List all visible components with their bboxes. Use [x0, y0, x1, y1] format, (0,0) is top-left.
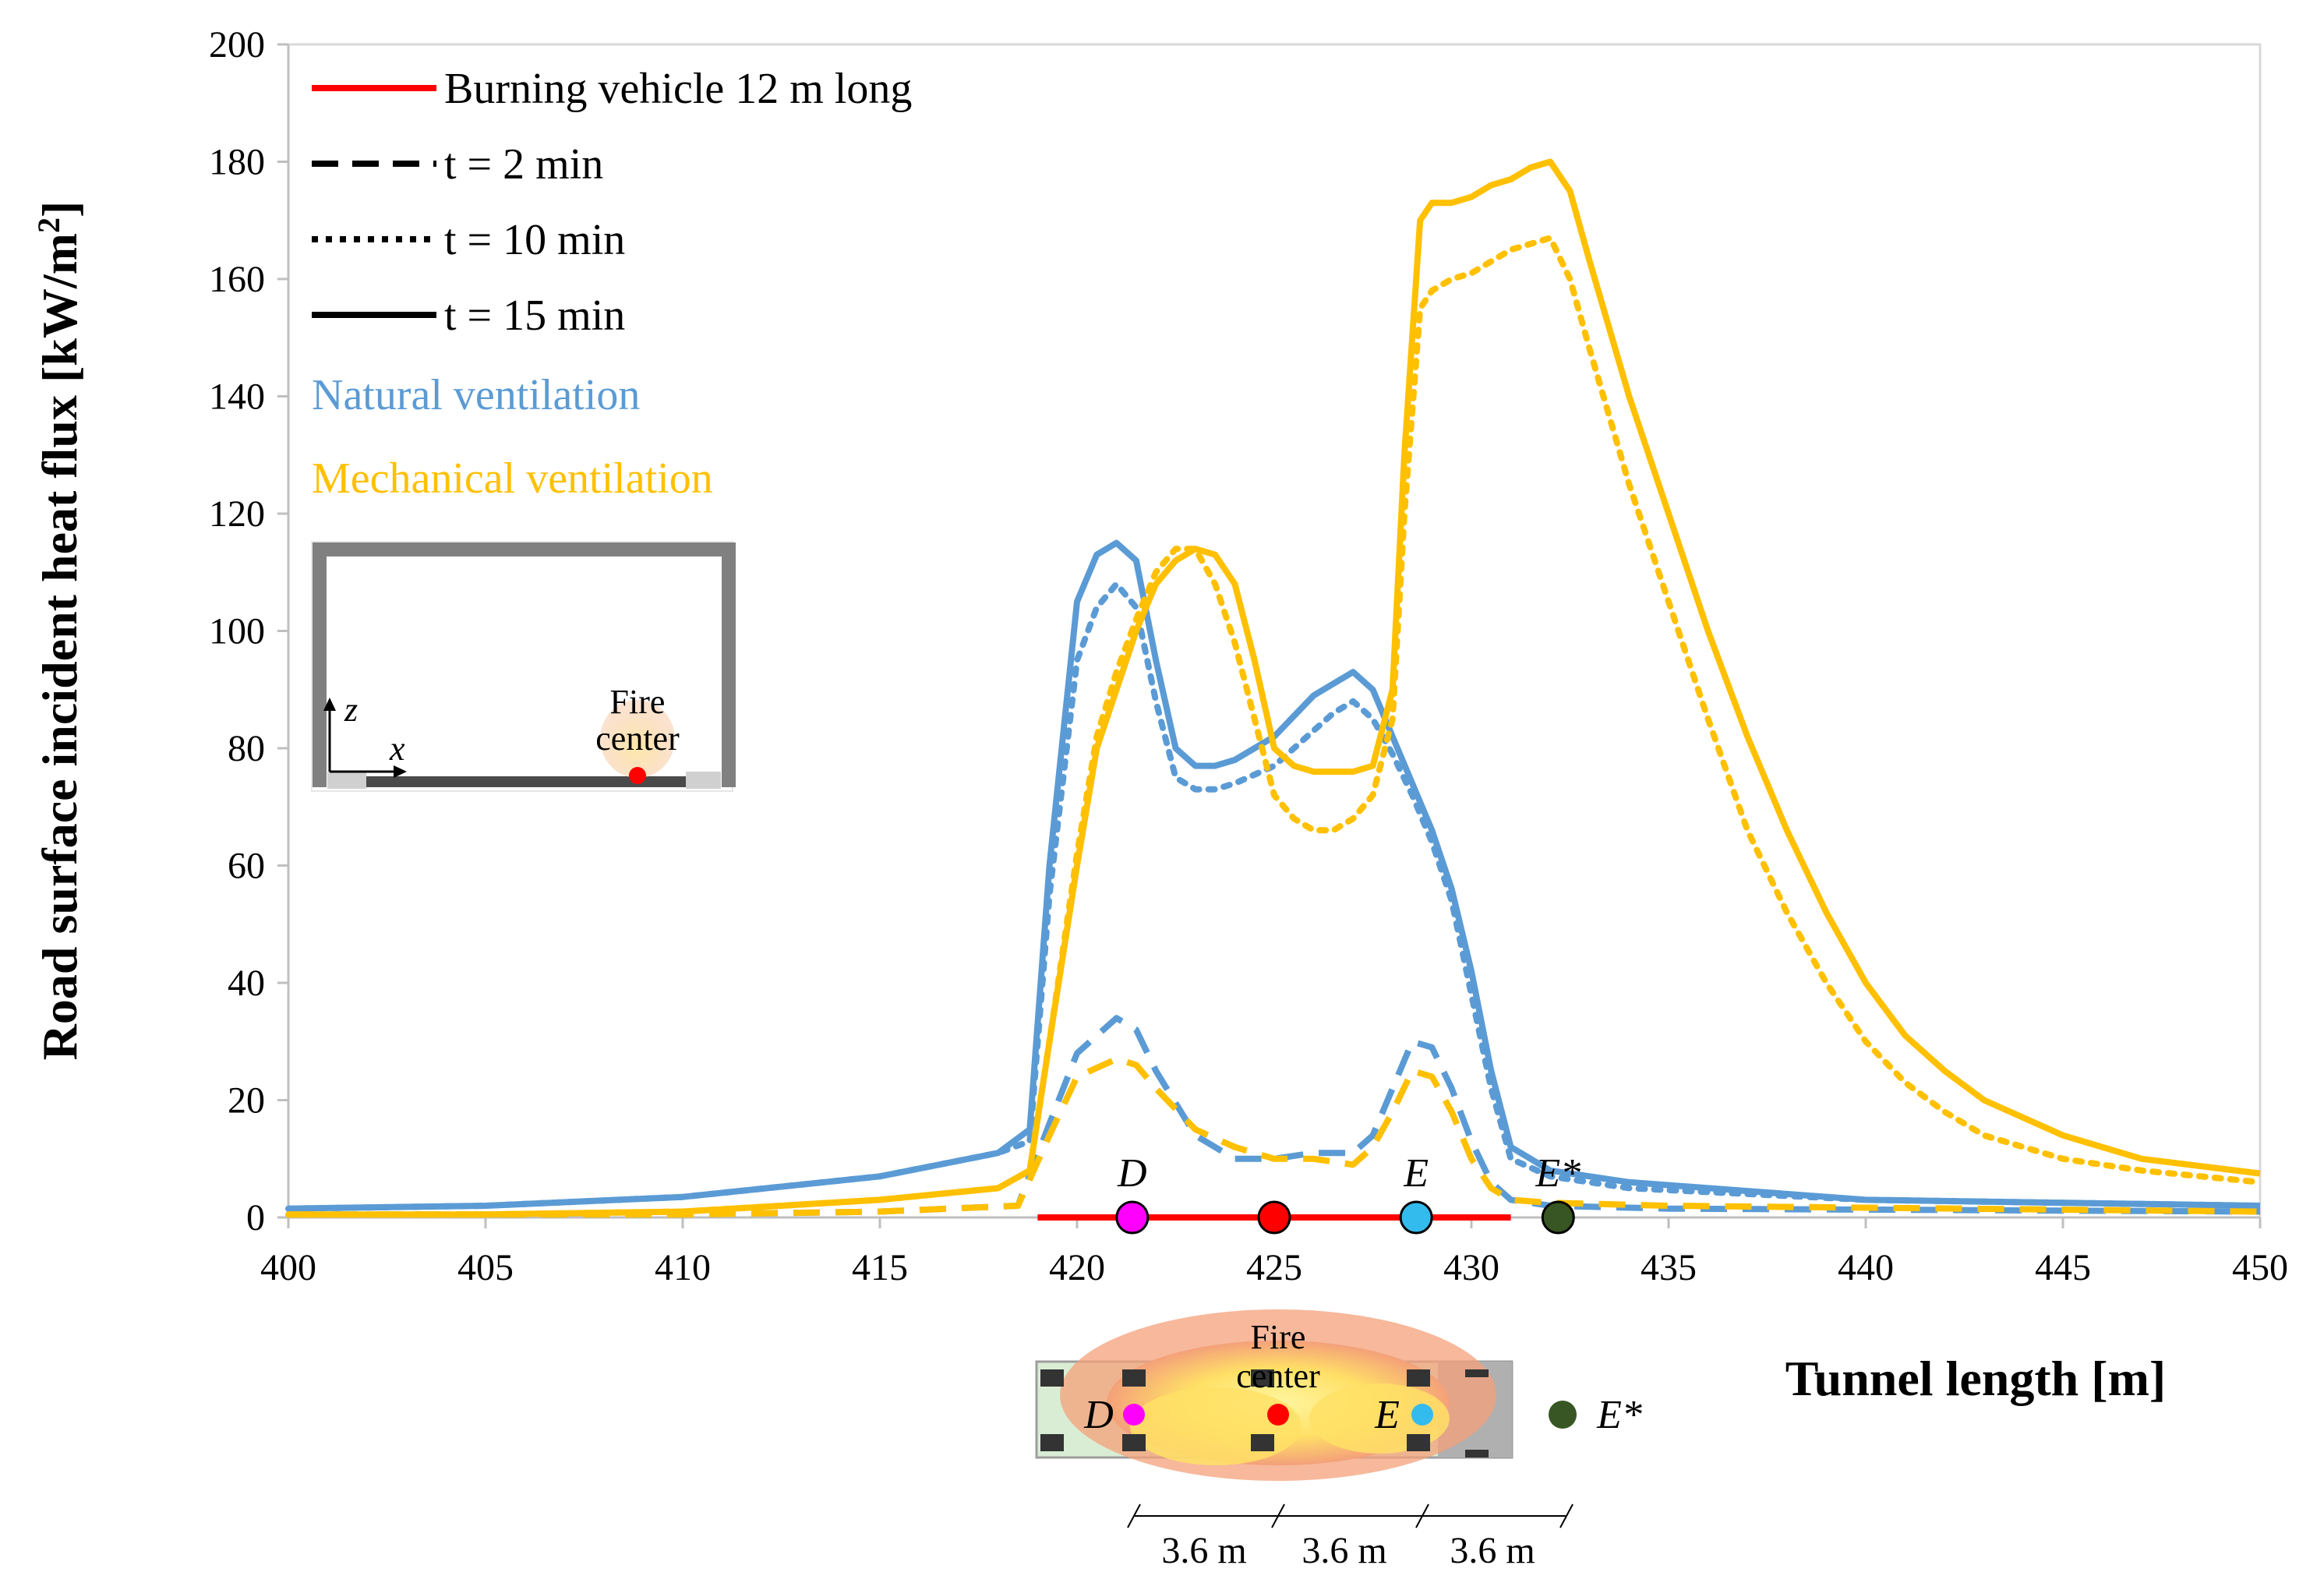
wheel-icon	[1040, 1434, 1064, 1451]
y-tick-label: 60	[228, 846, 265, 887]
flame-core-left-icon	[1130, 1387, 1302, 1465]
x-tick-label: 435	[1641, 1247, 1697, 1288]
diagram-fire-label-1: Fire	[1251, 1318, 1306, 1356]
inset-flame-icon	[600, 700, 675, 778]
inset-sidewalk-left	[327, 772, 366, 789]
inset-tunnel-wall	[313, 542, 736, 787]
inset-fire-label-1: Fire	[610, 683, 666, 721]
series-natural-t10	[285, 581, 2263, 1212]
point-Estar	[1541, 1200, 1575, 1235]
dimension-label-2: 3.6 m	[1302, 1530, 1386, 1571]
mirror-icon	[1465, 1450, 1489, 1458]
dimension-tick	[1271, 1503, 1285, 1528]
y-axis: 0 20 40 60 80 100 120 140 160 180 200	[209, 24, 290, 1238]
x-tick-label: 440	[1838, 1247, 1894, 1288]
y-tick-label: 160	[209, 259, 265, 300]
x-tick-label: 445	[2035, 1247, 2091, 1288]
wheel-icon	[1251, 1434, 1274, 1451]
markers-layer	[1037, 1200, 1575, 1235]
x-tick-label: 420	[1049, 1247, 1105, 1288]
dimension-tick	[1559, 1503, 1573, 1528]
legend-natural-label: Natural ventilation	[312, 371, 640, 419]
vehicle-fire-diagram: Fire center D E E* 3.6 m 3.6 m 3.6 m	[1035, 1309, 1642, 1571]
y-axis-title: Road surface incident heat flux [kW/m2]	[31, 201, 87, 1061]
legend-t2-label: t = 2 min	[444, 140, 603, 189]
series-mechanical-t2	[288, 1055, 2261, 1218]
diagram-point-Estar	[1549, 1401, 1577, 1429]
dimension-label-3: 3.6 m	[1450, 1530, 1535, 1571]
x-tick-label: 430	[1443, 1247, 1499, 1288]
dimension-tick	[1127, 1503, 1141, 1528]
diagram-label-Estar: E*	[1596, 1393, 1642, 1437]
inset-road	[366, 776, 686, 787]
y-tick-label: 180	[209, 142, 265, 183]
x-tick-label: 410	[655, 1247, 711, 1288]
diagram-label-D: D	[1083, 1393, 1114, 1437]
series-mechanical-t10	[285, 235, 2263, 1218]
y-tick-label: 20	[228, 1080, 265, 1122]
diagram-point-fire	[1267, 1404, 1289, 1426]
inset-x-arrow-icon	[394, 765, 407, 778]
wheel-icon	[1040, 1369, 1064, 1387]
inset-tunnel-diagram: Fire center z x	[311, 541, 736, 792]
point-E	[1399, 1200, 1433, 1235]
inset-z-label: z	[344, 691, 358, 729]
x-tick-label: 415	[852, 1247, 908, 1288]
x-tick-label: 450	[2232, 1247, 2288, 1288]
inset-fire-point	[629, 767, 646, 784]
inset-fire-label-2: center	[595, 719, 680, 758]
y-tick-label: 120	[209, 493, 265, 535]
diagram-label-E: E	[1374, 1393, 1400, 1437]
dimension-label-1: 3.6 m	[1161, 1530, 1246, 1571]
legend-t15-label: t = 15 min	[444, 292, 625, 340]
series-natural-t2	[288, 1015, 2261, 1218]
inset-z-arrow-icon	[323, 698, 336, 711]
x-tick-label: 400	[260, 1247, 316, 1288]
y-tick-label: 40	[228, 963, 265, 1004]
y-tick-label: 100	[209, 611, 265, 652]
diagram-point-E	[1411, 1404, 1433, 1426]
series-layer	[285, 158, 2263, 1218]
x-tick-label: 405	[457, 1247, 514, 1288]
diagram-point-D	[1123, 1404, 1145, 1426]
point-label-Estar: E*	[1535, 1151, 1581, 1196]
x-tick-label: 425	[1246, 1247, 1302, 1288]
point-label-E: E	[1403, 1151, 1429, 1196]
y-tick-label: 200	[209, 24, 265, 65]
legend-mechanical-label: Mechanical ventilation	[312, 454, 713, 503]
legend-vehicle-label: Burning vehicle 12 m long	[444, 65, 912, 113]
point-fire-center	[1257, 1200, 1291, 1235]
inset-x-label: x	[389, 730, 405, 768]
wheel-icon	[1407, 1434, 1430, 1451]
wheel-icon	[1122, 1369, 1146, 1387]
inset-sidewalk-right	[686, 772, 721, 789]
diagram-fire-label-2: center	[1236, 1357, 1320, 1395]
wheel-icon	[1122, 1434, 1146, 1451]
wheel-icon	[1407, 1369, 1430, 1387]
point-D	[1115, 1200, 1150, 1235]
mirror-icon	[1465, 1369, 1489, 1377]
dimension-tick	[1415, 1503, 1429, 1528]
y-tick-label: 0	[246, 1197, 265, 1238]
y-tick-label: 140	[209, 376, 265, 418]
y-tick-label: 80	[228, 728, 265, 769]
legend-t10-label: t = 10 min	[444, 216, 625, 264]
legend: Burning vehicle 12 m long t = 2 min t = …	[312, 65, 912, 503]
point-label-D: D	[1117, 1151, 1147, 1196]
x-axis-title: Tunnel length [m]	[1785, 1351, 2166, 1406]
wheel-icon	[1251, 1369, 1274, 1387]
